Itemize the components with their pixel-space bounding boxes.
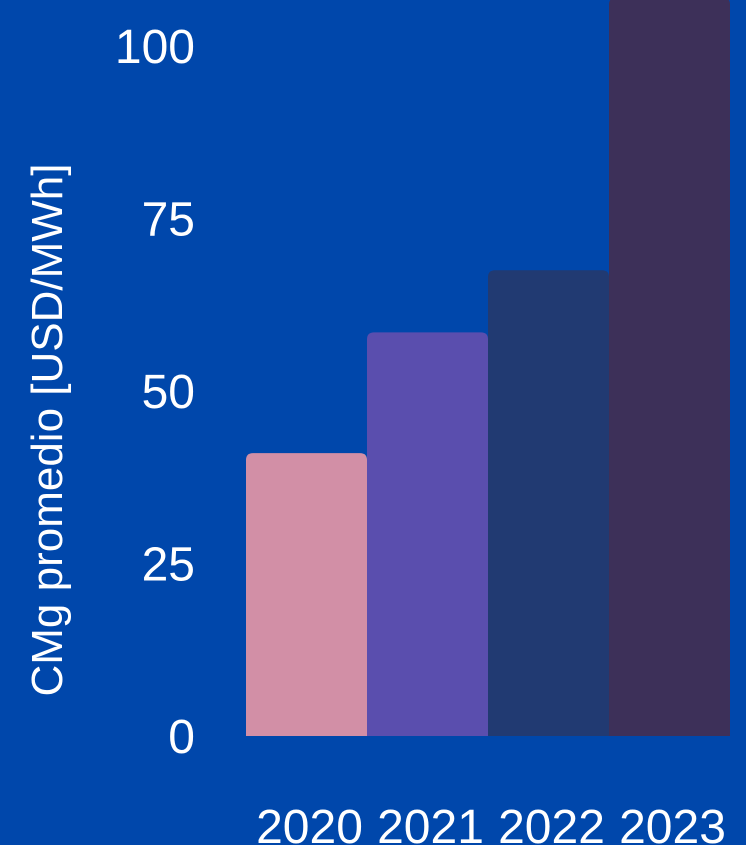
bar-2023 — [609, 0, 730, 736]
x-tick-label: 2023 — [619, 801, 726, 845]
y-axis-label: CMg promedio [USD/MWh] — [23, 163, 72, 696]
bar-2020 — [246, 453, 367, 736]
y-tick-label: 75 — [142, 194, 195, 247]
y-tick-label: 25 — [142, 539, 195, 592]
bar-2021 — [367, 332, 488, 736]
y-tick-labels: 0 25 50 75 100 — [115, 21, 195, 764]
y-tick-label: 100 — [115, 21, 195, 74]
x-tick-label: 2021 — [377, 801, 484, 845]
x-tick-label: 2022 — [498, 801, 605, 845]
x-tick-label: 2020 — [256, 801, 363, 845]
x-tick-labels: 2020 2021 2022 2023 — [256, 801, 726, 845]
y-tick-label: 50 — [142, 366, 195, 419]
bars-group — [246, 0, 730, 736]
bar-2022 — [488, 270, 609, 736]
y-tick-label: 0 — [168, 711, 195, 764]
